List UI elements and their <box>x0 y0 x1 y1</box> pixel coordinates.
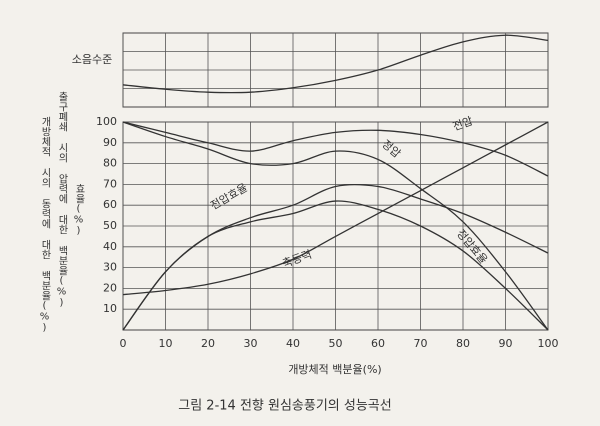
y-axis-label: 효율(%) <box>73 183 85 236</box>
y-tick-label: 20 <box>103 281 117 294</box>
y-tick-label: 30 <box>103 261 117 274</box>
x-tick-label: 60 <box>371 337 385 350</box>
y-tick-label: 100 <box>96 115 117 128</box>
caption: 그림 2-14 전향 원심송풍기의 성능곡선 <box>178 399 391 414</box>
y-tick-label: 80 <box>103 157 117 170</box>
line-series <box>122 34 549 94</box>
x-tick-label: 90 <box>499 337 513 350</box>
x-axis-label: 개방체적 백분율(%) <box>288 363 381 376</box>
x-tick-label: 50 <box>329 337 343 350</box>
line-series <box>122 200 549 331</box>
y-tick-label: 70 <box>103 177 117 190</box>
y-tick-label: 10 <box>103 302 117 315</box>
x-tick-label: 10 <box>159 337 173 350</box>
line-series <box>122 121 549 177</box>
y-tick-label: 50 <box>103 219 117 232</box>
x-tick-label: 20 <box>201 337 215 350</box>
y-axis-label: 개방체적 시의 동력에 대한 백분율(%) <box>39 116 51 333</box>
x-tick-label: 80 <box>456 337 470 350</box>
panel-label: 소음수준 <box>72 53 112 66</box>
x-tick-label: 100 <box>538 337 559 350</box>
x-tick-label: 70 <box>414 337 428 350</box>
curve-label: 전압 <box>451 114 474 133</box>
x-tick-label: 30 <box>244 337 258 350</box>
y-tick-label: 60 <box>103 198 117 211</box>
line-series <box>122 121 549 331</box>
line-series <box>122 121 549 296</box>
y-axis-label: 출구폐쇄 시의 압력에 대한 백분율(%) <box>56 91 68 308</box>
y-tick-label: 40 <box>103 240 117 253</box>
x-tick-label: 0 <box>120 337 127 350</box>
x-tick-label: 40 <box>286 337 300 350</box>
y-tick-label: 90 <box>103 136 117 149</box>
